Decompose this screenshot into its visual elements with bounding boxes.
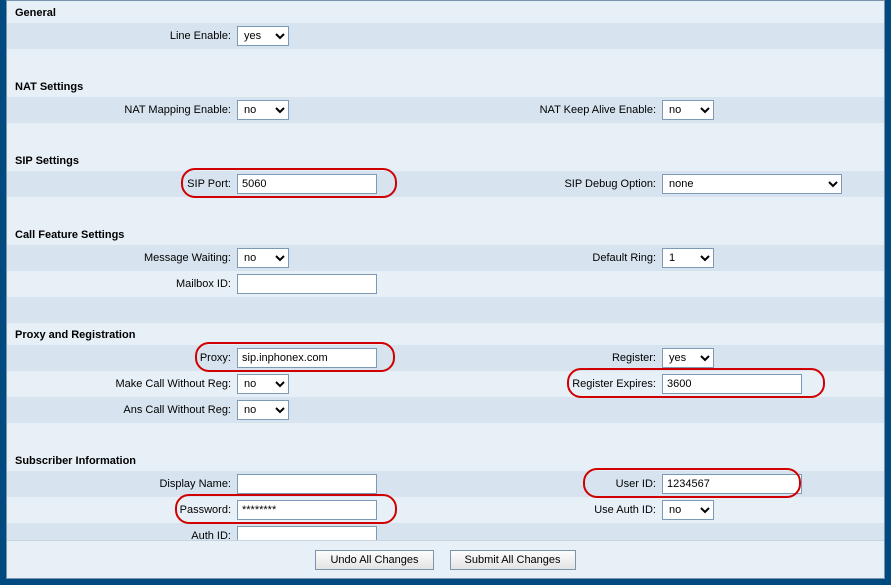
spacer <box>7 197 884 223</box>
label-register: Register: <box>437 352 662 364</box>
spacer <box>7 423 884 449</box>
scroll-area[interactable]: General Line Enable: yes NAT Settings NA… <box>7 1 884 541</box>
use-auth-id-select[interactable]: no <box>662 500 714 520</box>
user-id-input[interactable] <box>662 474 802 494</box>
row-make-call: Make Call Without Reg: no Register Expir… <box>7 371 884 397</box>
spacer <box>7 123 884 149</box>
footer: Undo All Changes Submit All Changes <box>7 540 884 578</box>
row-ans-call: Ans Call Without Reg: no <box>7 397 884 423</box>
label-mailbox-id: Mailbox ID: <box>7 278 237 290</box>
row-mailbox: Mailbox ID: <box>7 271 884 297</box>
proxy-input[interactable] <box>237 348 377 368</box>
nat-keep-alive-select[interactable]: no <box>662 100 714 120</box>
nat-mapping-select[interactable]: no <box>237 100 289 120</box>
register-expires-input[interactable] <box>662 374 802 394</box>
line-enable-select[interactable]: yes <box>237 26 289 46</box>
row-msg-waiting: Message Waiting: no Default Ring: 1 <box>7 245 884 271</box>
label-proxy: Proxy: <box>7 352 237 364</box>
default-ring-select[interactable]: 1 <box>662 248 714 268</box>
section-call: Call Feature Settings <box>7 223 884 245</box>
message-waiting-select[interactable]: no <box>237 248 289 268</box>
label-line-enable: Line Enable: <box>7 30 237 42</box>
label-display-name: Display Name: <box>7 478 237 490</box>
sip-port-input[interactable] <box>237 174 377 194</box>
password-input[interactable] <box>237 500 377 520</box>
section-proxy: Proxy and Registration <box>7 323 884 345</box>
row-sip: SIP Port: SIP Debug Option: none <box>7 171 884 197</box>
auth-id-input[interactable] <box>237 526 377 541</box>
section-subscriber: Subscriber Information <box>7 449 884 471</box>
section-general: General <box>7 1 884 23</box>
label-user-id: User ID: <box>437 478 662 490</box>
mailbox-id-input[interactable] <box>237 274 377 294</box>
label-nat-keep-alive: NAT Keep Alive Enable: <box>437 104 662 116</box>
sip-debug-select[interactable]: none <box>662 174 842 194</box>
label-sip-debug: SIP Debug Option: <box>437 178 662 190</box>
label-use-auth-id: Use Auth ID: <box>437 504 662 516</box>
row-proxy: Proxy: Register: yes <box>7 345 884 371</box>
row-auth-id: Auth ID: <box>7 523 884 541</box>
label-register-expires: Register Expires: <box>437 378 662 390</box>
spacer <box>7 297 884 323</box>
label-make-call-wo-reg: Make Call Without Reg: <box>7 378 237 390</box>
settings-panel: General Line Enable: yes NAT Settings NA… <box>6 0 885 579</box>
label-sip-port: SIP Port: <box>7 178 237 190</box>
label-default-ring: Default Ring: <box>437 252 662 264</box>
register-select[interactable]: yes <box>662 348 714 368</box>
label-nat-mapping: NAT Mapping Enable: <box>7 104 237 116</box>
app-frame: General Line Enable: yes NAT Settings NA… <box>0 0 891 585</box>
ans-call-wo-reg-select[interactable]: no <box>237 400 289 420</box>
section-nat: NAT Settings <box>7 75 884 97</box>
spacer <box>7 49 884 75</box>
display-name-input[interactable] <box>237 474 377 494</box>
label-password: Password: <box>7 504 237 516</box>
label-message-waiting: Message Waiting: <box>7 252 237 264</box>
undo-button[interactable]: Undo All Changes <box>315 550 433 570</box>
section-sip: SIP Settings <box>7 149 884 171</box>
make-call-wo-reg-select[interactable]: no <box>237 374 289 394</box>
row-nat: NAT Mapping Enable: no NAT Keep Alive En… <box>7 97 884 123</box>
submit-button[interactable]: Submit All Changes <box>450 550 576 570</box>
row-line-enable: Line Enable: yes <box>7 23 884 49</box>
row-password: Password: Use Auth ID: no <box>7 497 884 523</box>
label-ans-call-wo-reg: Ans Call Without Reg: <box>7 404 237 416</box>
row-display-name: Display Name: User ID: <box>7 471 884 497</box>
